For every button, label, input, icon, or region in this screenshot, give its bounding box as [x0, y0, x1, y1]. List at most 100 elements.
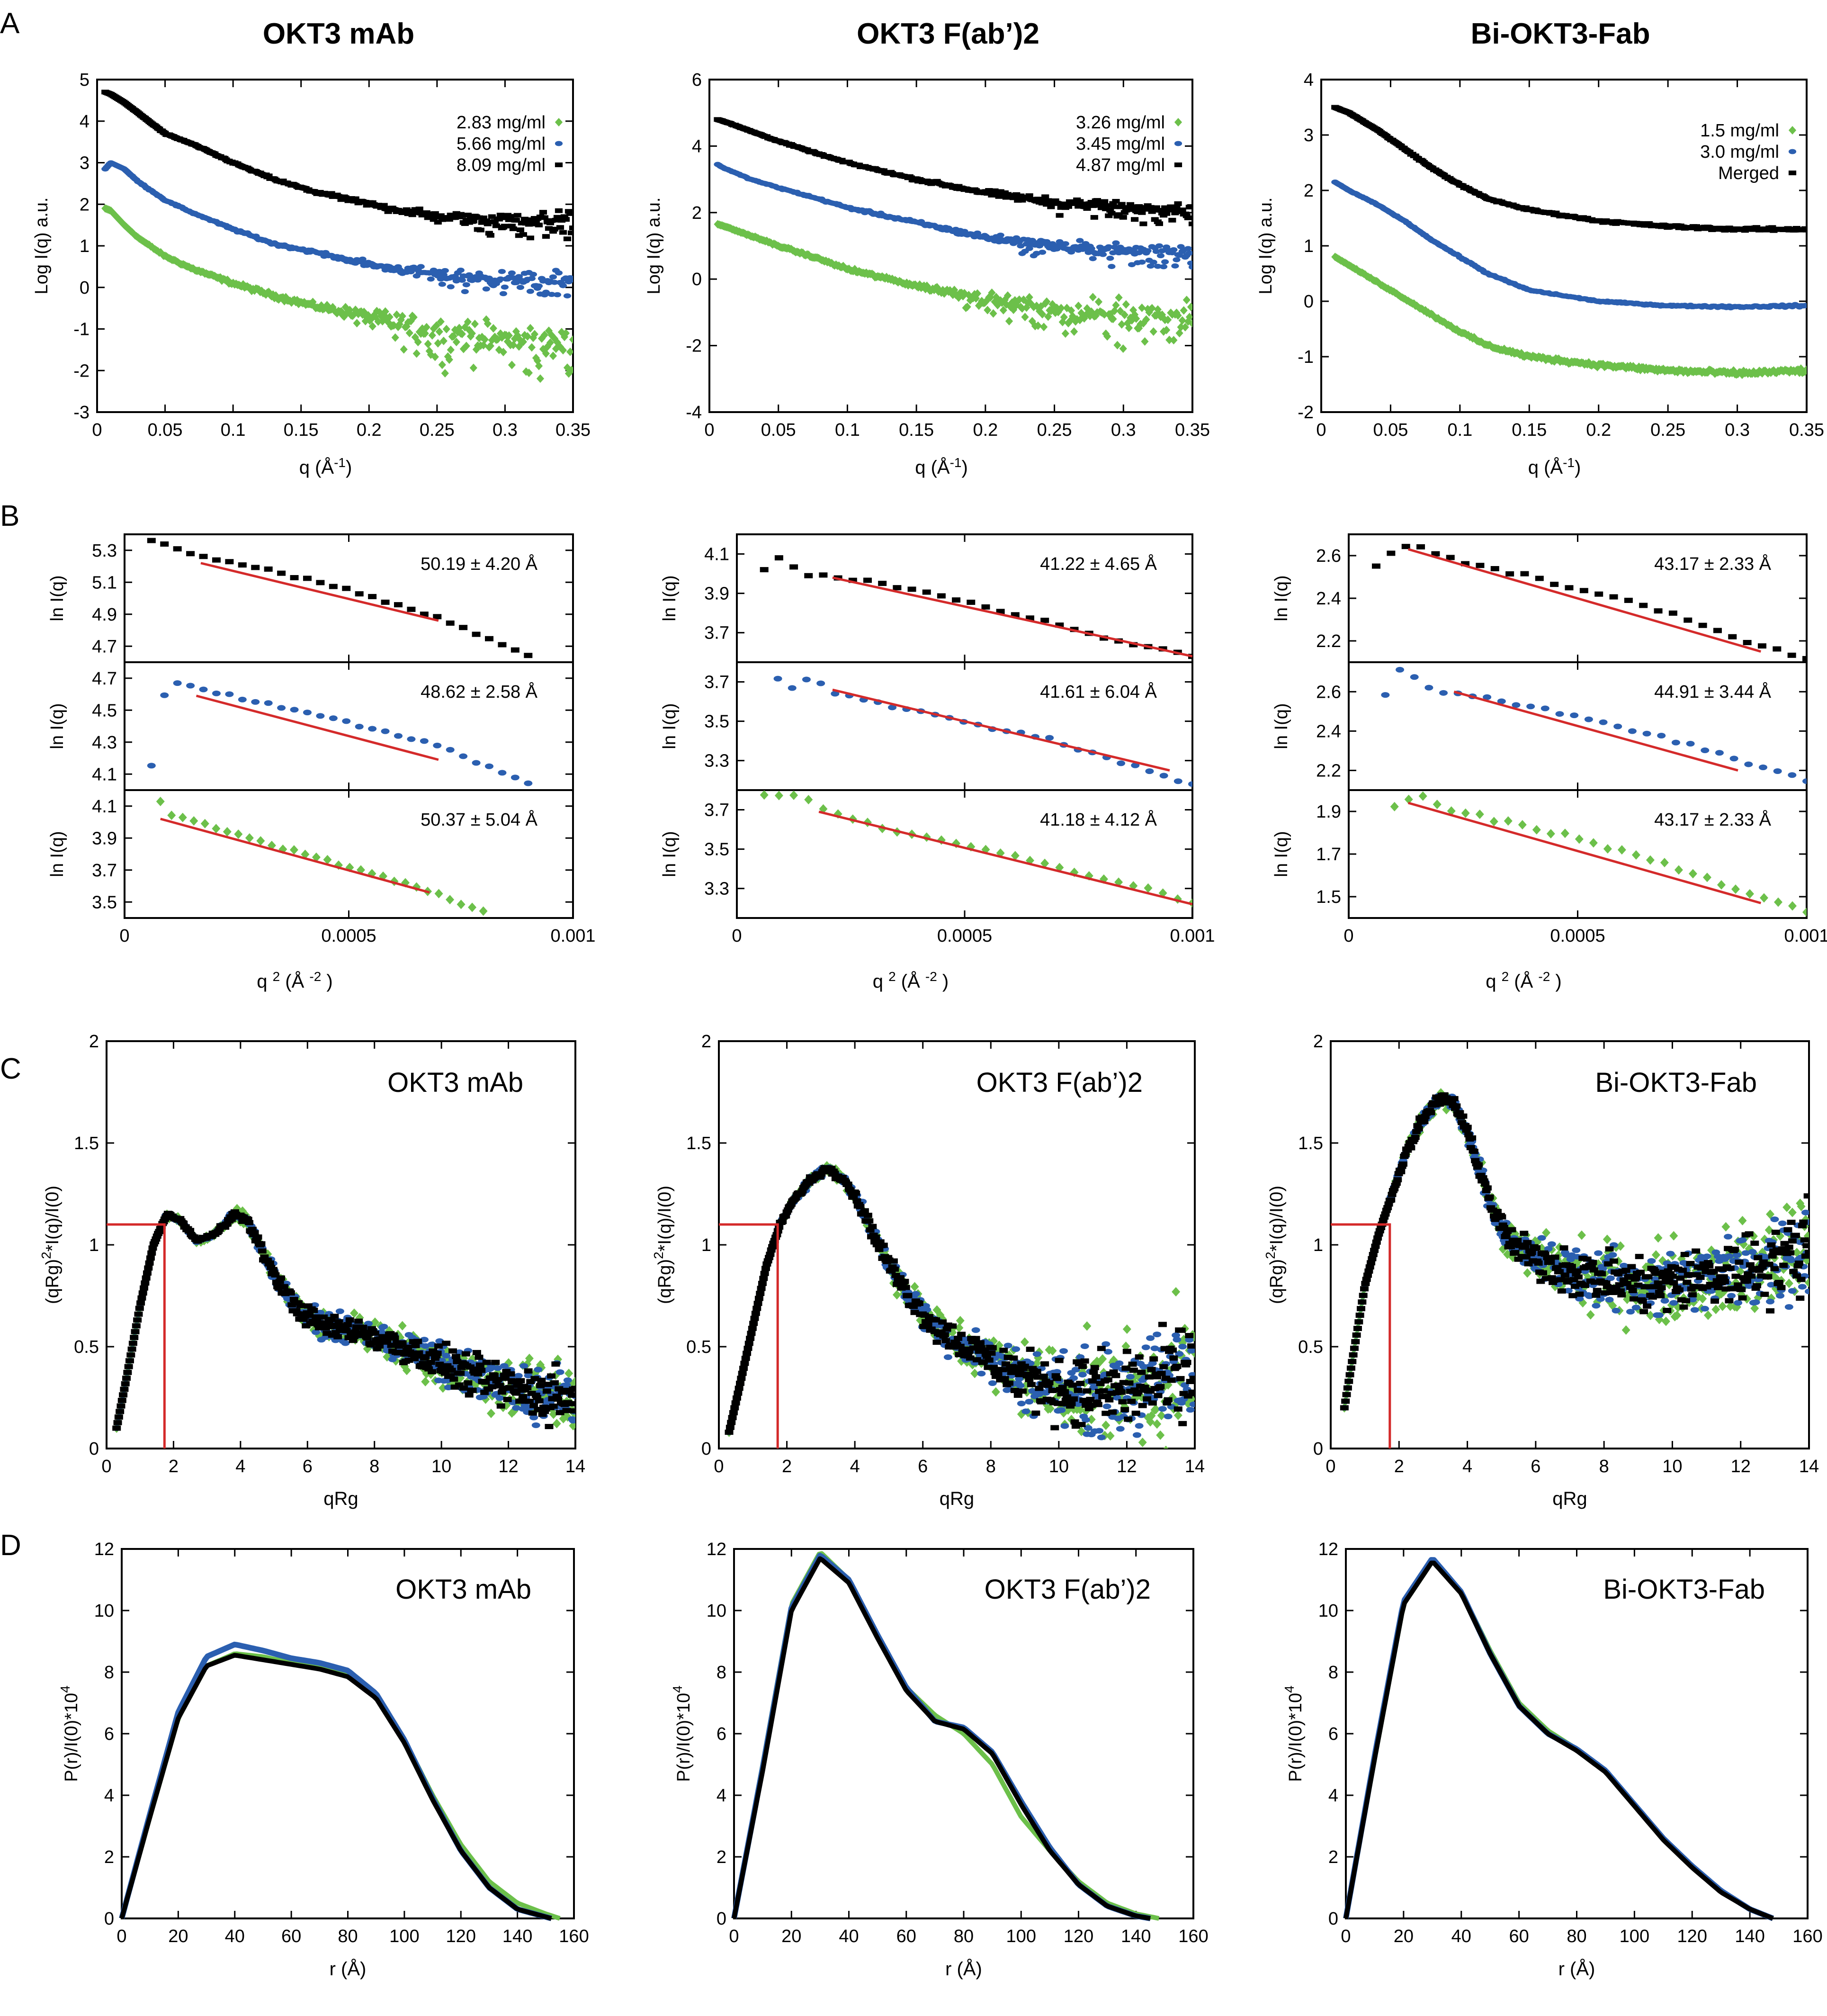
data-point	[831, 691, 840, 697]
data-point	[551, 1361, 560, 1367]
data-point	[349, 1338, 358, 1343]
data-point	[374, 317, 382, 326]
data-point	[802, 676, 811, 683]
data-point	[1668, 610, 1677, 616]
data-point	[329, 584, 338, 589]
data-point	[420, 1337, 429, 1343]
data-point	[264, 700, 273, 706]
data-point	[1758, 765, 1767, 771]
data-point	[1125, 324, 1133, 333]
data-point	[1372, 563, 1381, 569]
legend-label: 3.26 mg/ml	[1076, 113, 1165, 133]
x-tick-label: 0.1	[221, 420, 246, 440]
data-point	[501, 284, 509, 290]
data-point	[552, 1419, 561, 1429]
data-point	[1115, 212, 1123, 217]
panel-b-1: 4.74.95.15.3ln I(q)50.19 ± 4.20 Å4.14.34…	[47, 533, 596, 992]
data-point	[1057, 205, 1065, 210]
data-point	[557, 218, 566, 223]
data-point	[1698, 622, 1707, 628]
data-point	[1802, 656, 1807, 661]
x-tick-label: 6	[303, 1457, 313, 1476]
data-point	[1148, 304, 1156, 313]
data-point	[1589, 838, 1598, 848]
data-point	[571, 1377, 575, 1386]
data-point	[447, 345, 455, 354]
data-point	[1099, 202, 1107, 207]
data-point	[1489, 817, 1498, 827]
data-point	[212, 690, 221, 696]
data-point	[458, 278, 466, 283]
data-points	[1372, 544, 1807, 661]
y-tick-label: 4.3	[92, 733, 117, 753]
data-point	[430, 217, 438, 222]
y-tick-label: 1	[80, 236, 90, 256]
data-point	[444, 1384, 453, 1390]
plot-frame	[1348, 789, 1808, 919]
data-point	[1089, 293, 1097, 302]
data-point	[1431, 551, 1440, 557]
data-point	[400, 1351, 409, 1357]
data-point	[464, 317, 472, 326]
data-point	[426, 1359, 435, 1365]
data-point	[1163, 325, 1171, 334]
y-tick-label: 0	[692, 270, 702, 289]
x-tick-label: 0	[101, 1457, 111, 1476]
data-point	[496, 213, 504, 217]
data-point	[383, 1338, 392, 1344]
data-point	[563, 236, 572, 242]
data-point	[1083, 206, 1091, 211]
data-point	[434, 220, 442, 225]
y-tick-label: 3.5	[704, 712, 729, 732]
data-point	[343, 1322, 352, 1328]
data-point	[145, 1260, 154, 1266]
data-point	[1129, 642, 1138, 648]
data-point	[408, 1352, 417, 1358]
data-point	[461, 1351, 470, 1357]
data-point	[155, 1229, 164, 1234]
data-point	[1188, 221, 1192, 226]
data-point	[478, 333, 486, 342]
x-tick-label: 0.15	[899, 420, 934, 440]
data-point	[1424, 684, 1433, 691]
data-point	[407, 736, 416, 742]
data-point	[1757, 643, 1766, 649]
data-point	[515, 233, 523, 238]
data-point	[1032, 251, 1041, 256]
data-point	[496, 1403, 505, 1409]
data-point	[1167, 204, 1175, 209]
data-point	[493, 1377, 502, 1383]
x-tick-label: 0.15	[1512, 420, 1547, 440]
data-point	[508, 360, 516, 369]
y-tick-label: -1	[73, 320, 90, 340]
data-point	[555, 270, 563, 276]
data-point	[519, 1394, 528, 1399]
data-point	[506, 214, 514, 219]
guinier-fit-line	[1408, 548, 1761, 653]
data-point	[1142, 315, 1150, 324]
data-point	[1011, 612, 1020, 618]
data-point	[816, 680, 825, 686]
data-point	[516, 1378, 525, 1384]
data-point	[447, 212, 455, 217]
data-point	[341, 1340, 350, 1346]
data-point	[134, 1311, 143, 1317]
data-point	[442, 1341, 451, 1346]
data-point	[1579, 588, 1588, 594]
data-point	[1109, 250, 1117, 256]
data-point	[373, 306, 381, 315]
data-point	[323, 855, 332, 864]
data-point	[333, 1334, 342, 1340]
data-point	[127, 1346, 136, 1352]
legend-label: 8.09 mg/ml	[457, 155, 546, 175]
data-point	[804, 573, 813, 578]
rg-value-label: 41.18 ± 4.12 Å	[1040, 809, 1157, 830]
data-point	[562, 1382, 571, 1388]
data-point	[1054, 201, 1062, 206]
data-point	[1087, 200, 1095, 205]
data-point	[1158, 248, 1166, 253]
x-tick-label: 0.15	[284, 420, 319, 440]
data-point	[244, 1220, 253, 1225]
data-point	[186, 1228, 195, 1233]
data-point	[529, 1414, 538, 1421]
